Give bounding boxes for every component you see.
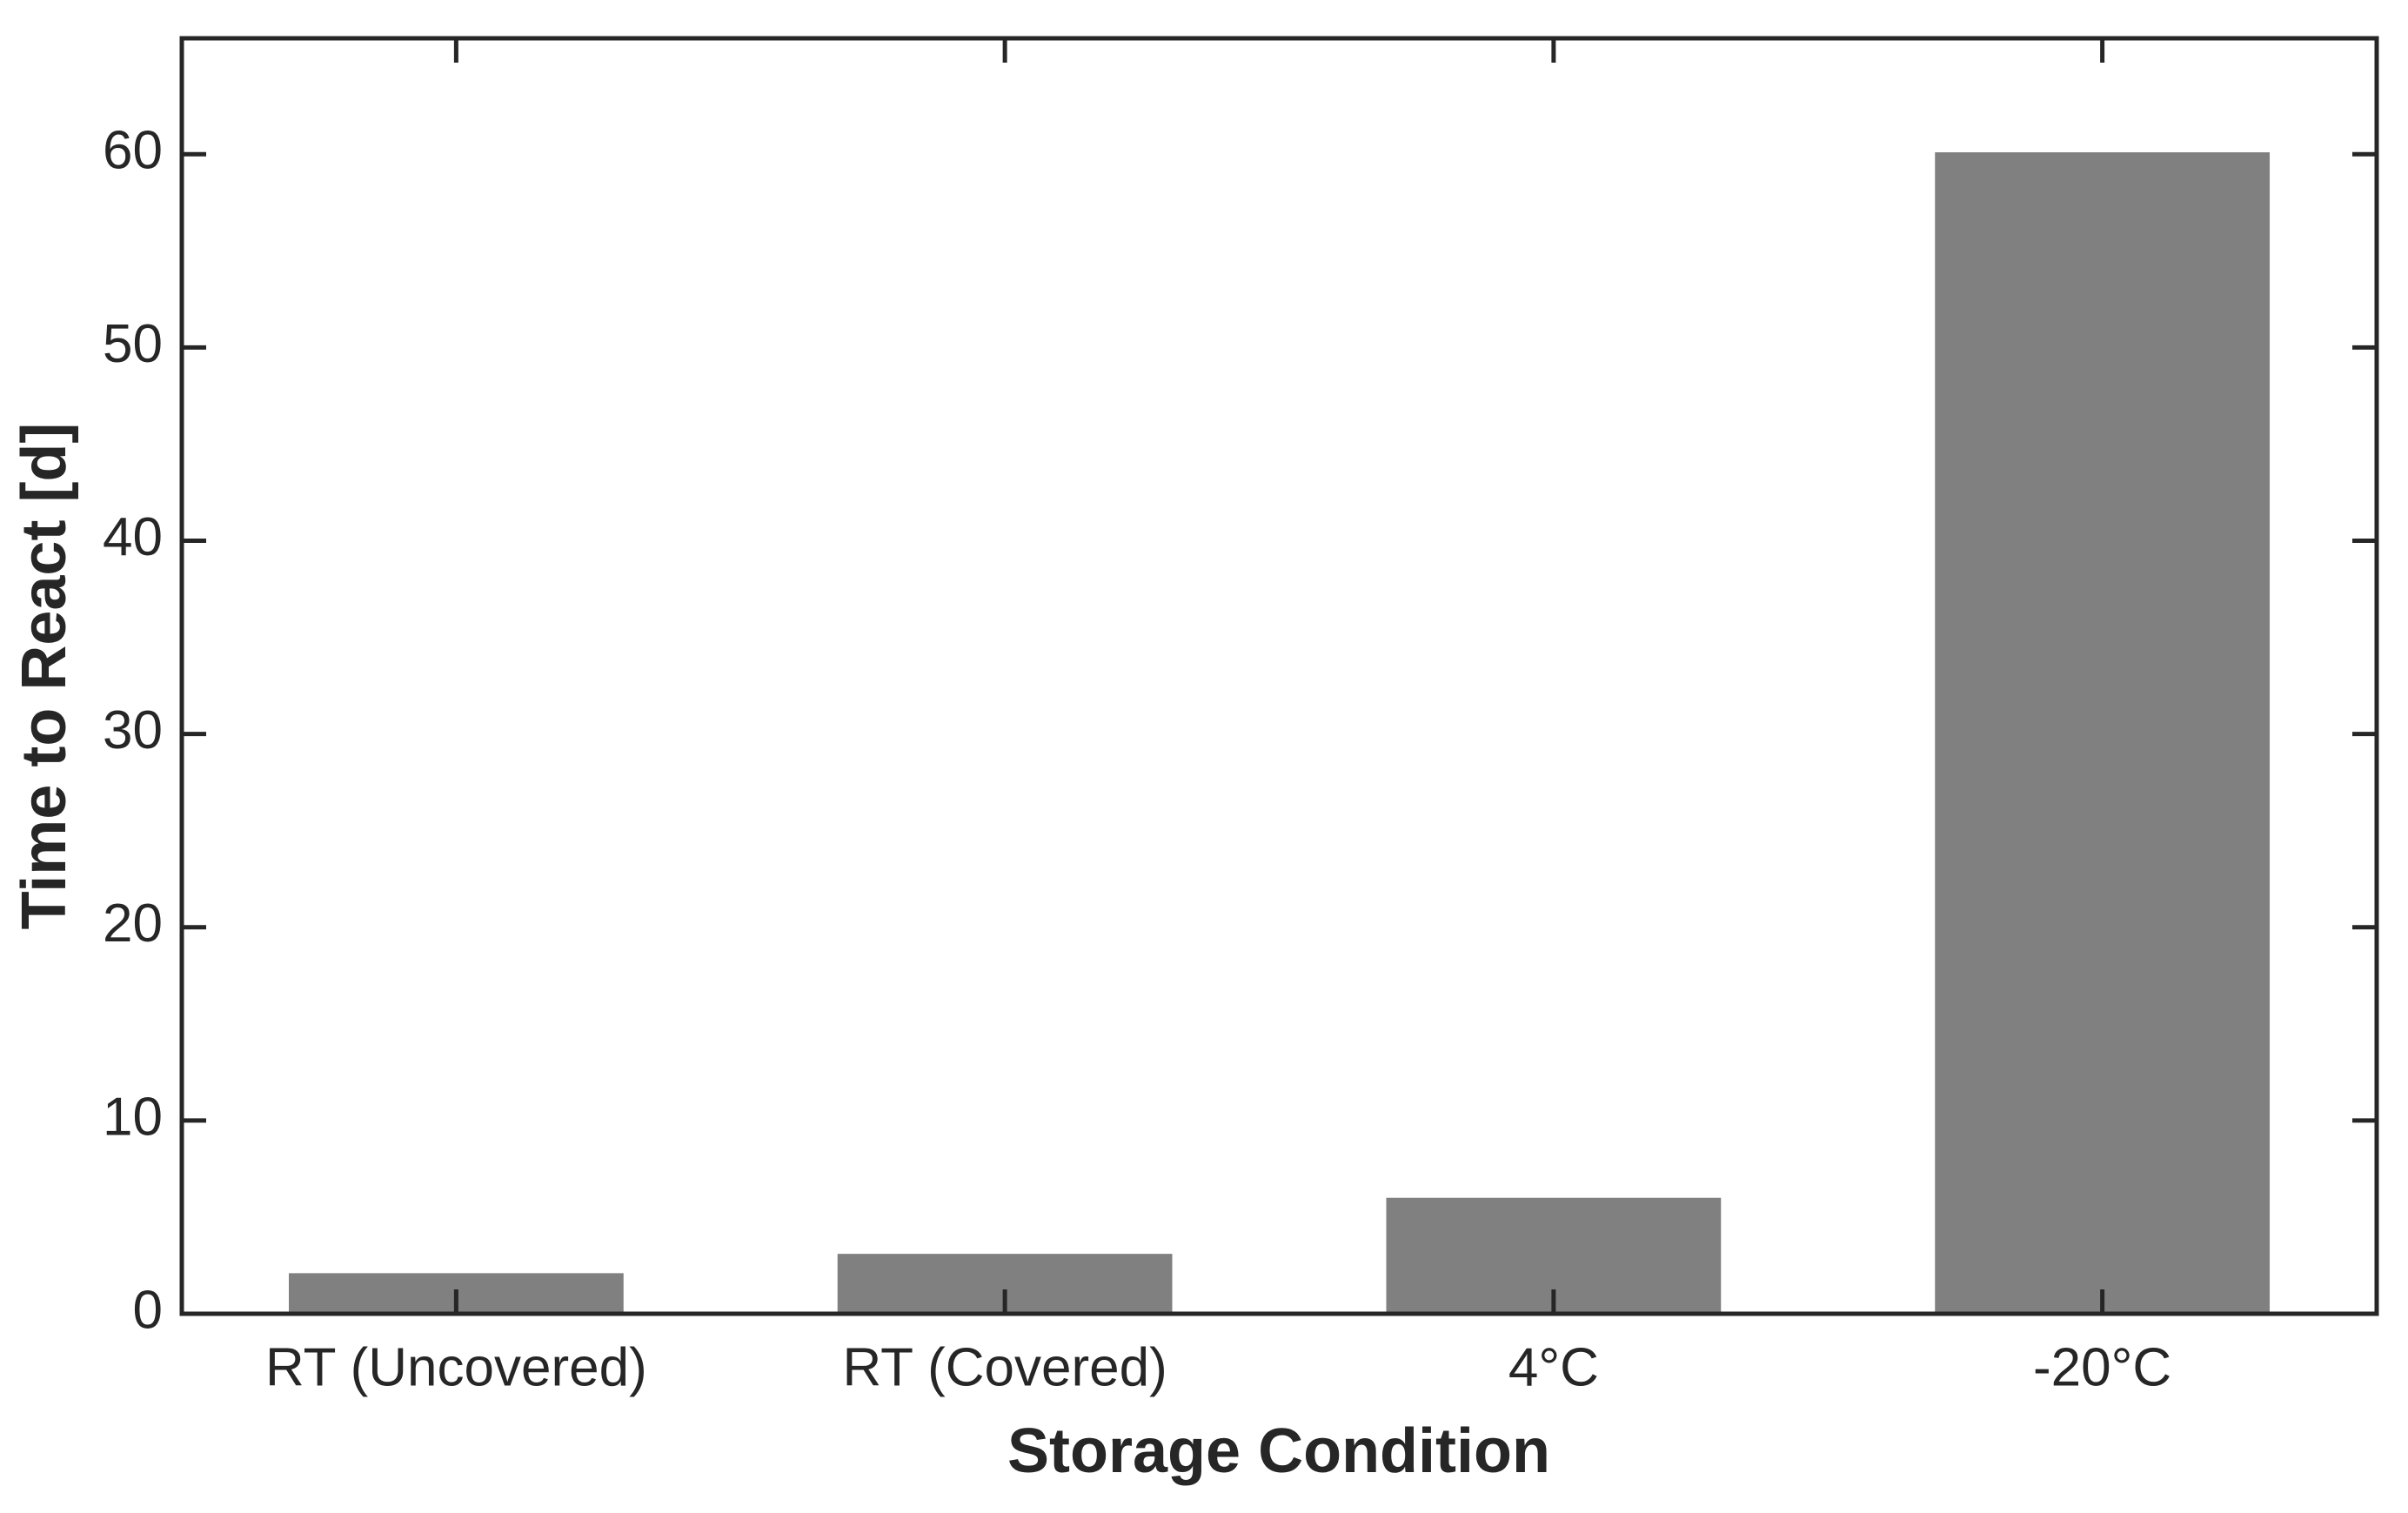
y-tick-label: 60 <box>103 121 163 181</box>
y-tick-label: 40 <box>103 507 163 567</box>
x-axis-label: Storage Condition <box>1007 1416 1550 1486</box>
y-tick-label: 30 <box>103 700 163 760</box>
y-tick-label: 20 <box>103 894 163 954</box>
x-tick-label: 4°C <box>1508 1337 1599 1397</box>
x-tick-label: -20°C <box>2033 1337 2171 1397</box>
x-tick-label: RT (Uncovered) <box>265 1337 647 1397</box>
axes-frame <box>179 36 2379 1316</box>
x-tick-label: RT (Covered) <box>842 1337 1167 1397</box>
y-tick-label: 10 <box>103 1087 163 1147</box>
y-tick-label: 0 <box>133 1280 163 1340</box>
y-tick-label: 50 <box>103 314 163 374</box>
bar <box>1935 152 2271 1314</box>
y-axis-label: Time to React [d] <box>10 423 79 930</box>
